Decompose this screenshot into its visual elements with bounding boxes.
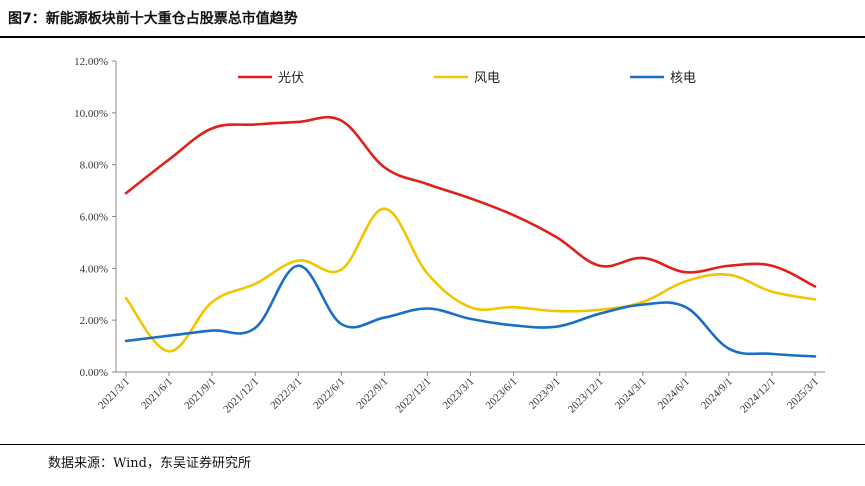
x-tick-label: 2023/3/1 xyxy=(440,376,476,412)
y-tick-label: 10.00% xyxy=(74,108,108,120)
x-tick-label: 2025/3/1 xyxy=(785,376,821,412)
x-tick-label: 2023/9/1 xyxy=(527,376,563,412)
source-note: 数据来源：Wind，东吴证券研究所 xyxy=(48,456,251,471)
bottom-rule xyxy=(0,444,865,445)
x-tick-label: 2021/6/1 xyxy=(139,376,175,412)
y-tick-label: 6.00% xyxy=(80,212,108,224)
series-line-1 xyxy=(124,207,817,353)
legend-label-2: 核电 xyxy=(670,71,696,86)
y-tick-label: 4.00% xyxy=(80,263,108,275)
legend-label-1: 风电 xyxy=(474,71,500,86)
x-tick-label: 2022/3/1 xyxy=(268,376,304,412)
x-tick-label: 2021/9/1 xyxy=(182,376,218,412)
series-line-2 xyxy=(124,264,817,358)
x-tick-label: 2021/3/1 xyxy=(96,376,132,412)
y-tick-label: 0.00% xyxy=(80,367,108,379)
legend-label-0: 光伏 xyxy=(278,71,304,86)
y-tick-label: 12.00% xyxy=(74,56,108,68)
line-chart: 0.00% 2.00% 4.00% 6.00% 8.00% 10.00% 12.00% 202… xyxy=(74,56,825,416)
x-tick-label: 2022/12/1 xyxy=(394,376,434,416)
x-tick-label: 2023/6/1 xyxy=(484,376,520,412)
x-tick-label: 2024/9/1 xyxy=(699,376,735,412)
top-rule xyxy=(0,36,865,38)
x-tick-label: 2024/6/1 xyxy=(656,376,692,412)
x-tick-label: 2022/9/1 xyxy=(354,376,390,412)
x-tick-label: 2024/3/1 xyxy=(613,376,649,412)
x-tick-label: 2023/12/1 xyxy=(566,376,606,416)
legend: 光伏 风电 核电 xyxy=(238,71,696,86)
x-tick-label: 2021/12/1 xyxy=(221,376,261,416)
series-lines xyxy=(124,115,817,358)
chart-title: 图7：新能源板块前十大重仓占股票总市值趋势 xyxy=(8,11,298,27)
y-tick-label: 8.00% xyxy=(80,160,108,172)
x-tick-label: 2024/12/1 xyxy=(738,376,778,416)
y-tick-label: 2.00% xyxy=(80,315,108,327)
axes: 0.00% 2.00% 4.00% 6.00% 8.00% 10.00% 12.00% 202… xyxy=(74,56,825,416)
x-tick-label: 2022/6/1 xyxy=(311,376,347,412)
series-line-0 xyxy=(124,115,817,288)
